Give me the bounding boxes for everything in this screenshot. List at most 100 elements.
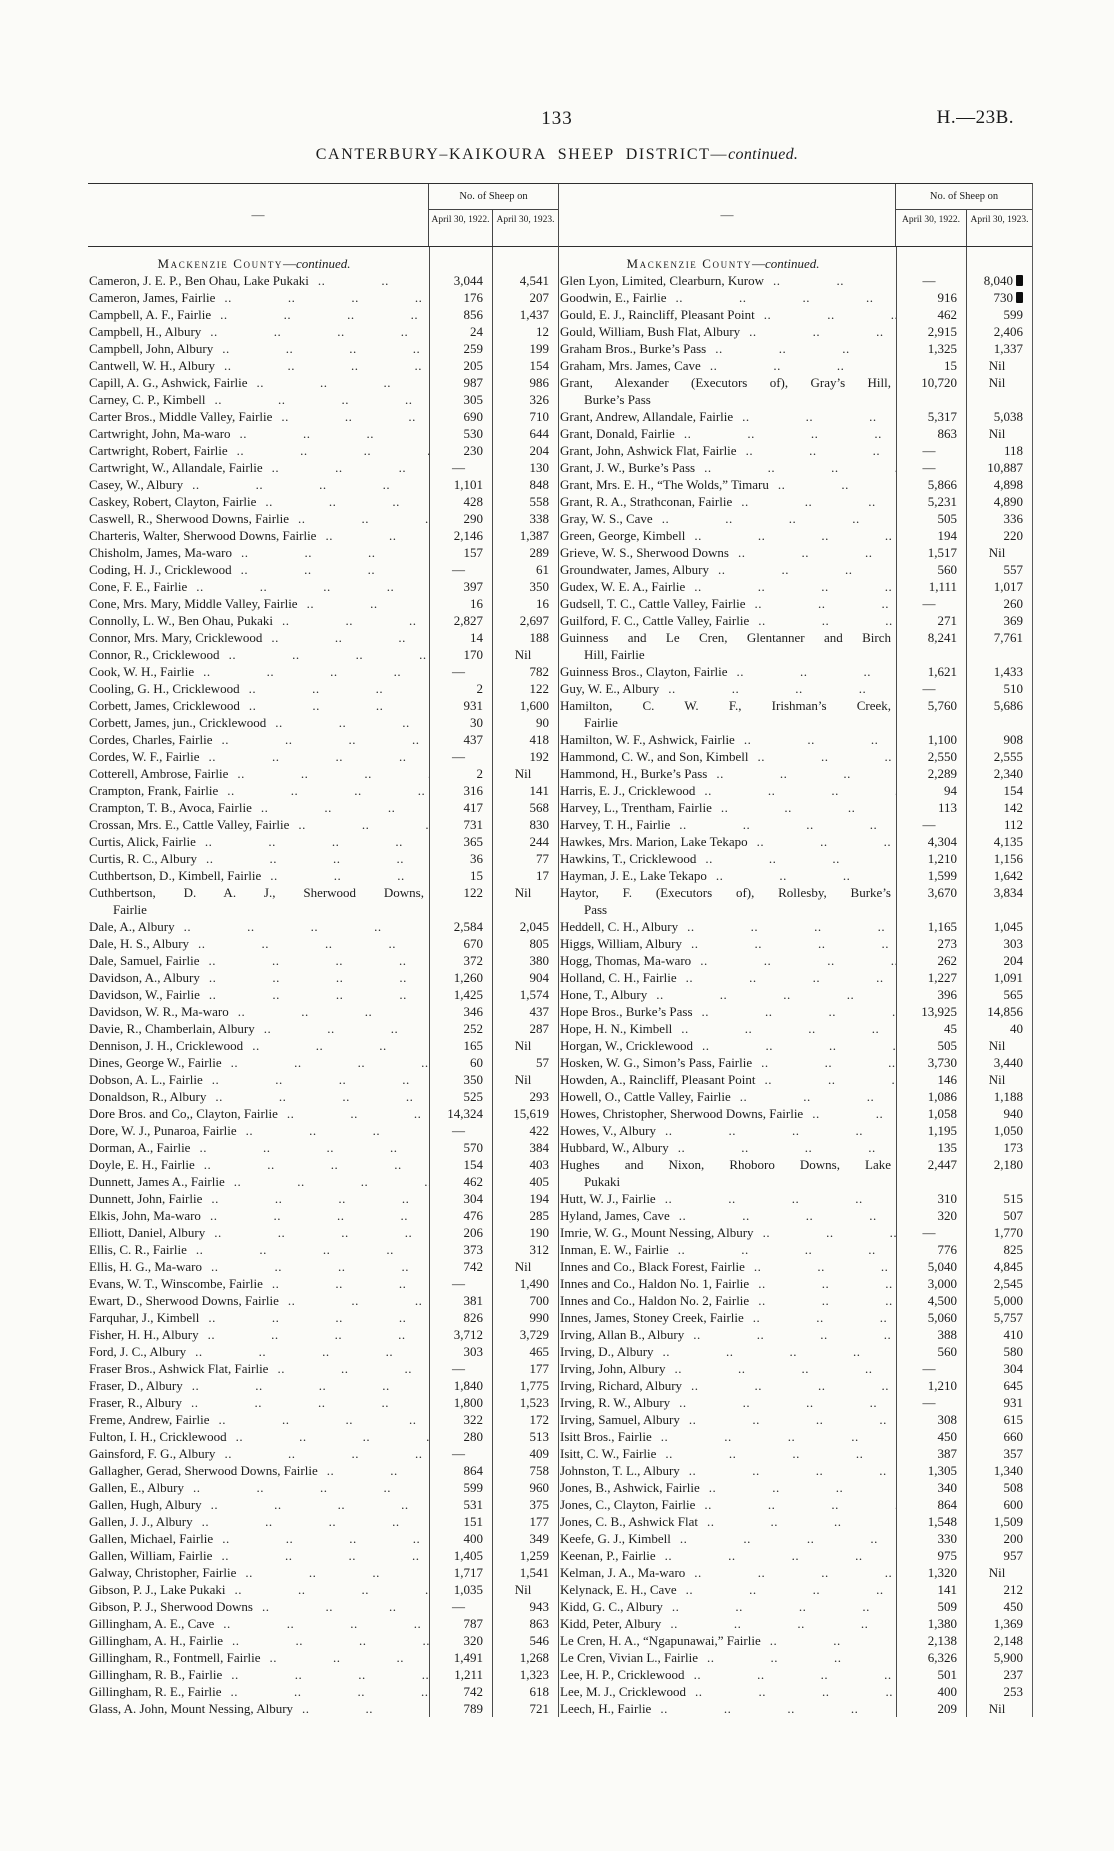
table-row: Hosken, W. G., Simon’s Pass, Fairlie.. .…	[559, 1054, 1032, 1071]
sheep-count-1923: 3,729	[492, 1326, 558, 1343]
table-row: Harvey, L., Trentham, Fairlie.. .. .. ..…	[559, 799, 1032, 816]
owner-name: Hammond, H., Burke’s Pass.. .. .. .. .. …	[559, 765, 896, 782]
sheep-count-1922: 742	[429, 1683, 492, 1700]
table-row: Dorman, A., Fairlie.. .. .. .. .. .. .. …	[88, 1139, 558, 1156]
owner-name: Grant, Alexander (Executors of), Gray’s …	[560, 375, 891, 407]
sheep-count-1923: 405	[492, 1173, 558, 1190]
owner-name: Irving, D., Albury.. .. .. .. .. .. .. .…	[559, 1343, 896, 1360]
table-row: Hawkes, Mrs. Marion, Lake Tekapo.. .. ..…	[559, 833, 1032, 850]
sheep-count-1922: 2,289	[896, 765, 966, 782]
table-row: Evans, W. T., Winscombe, Fairlie.. .. ..…	[88, 1275, 558, 1292]
sheep-count-1923: 618	[492, 1683, 558, 1700]
dot-leader: .. .. .. .. .. .. .. ..	[769, 1633, 896, 1648]
sheep-count-1923: 369	[966, 612, 1032, 629]
dot-leader: .. .. .. .. .. .. .. ..	[671, 1599, 896, 1614]
table-row: Cotterell, Ambrose, Fairlie.. .. .. .. .…	[88, 765, 558, 782]
sheep-count-1922: 176	[429, 289, 492, 306]
table-row: Irving, Richard, Albury.. .. .. .. .. ..…	[559, 1377, 1032, 1394]
dot-leader: .. .. .. .. .. .. .. ..	[694, 579, 896, 594]
dot-leader: .. .. .. .. .. .. .. ..	[665, 1446, 896, 1461]
table-row: Keenan, P., Fairlie.. .. .. .. .. .. .. …	[559, 1547, 1032, 1564]
owner-name: Gillingham, A. H., Fairlie.. .. .. .. ..…	[88, 1632, 429, 1649]
owner-name: Dunnett, James A., Fairlie.. .. .. .. ..…	[89, 1174, 429, 1189]
sheep-count-1923: 558	[492, 493, 558, 510]
dot-leader: .. .. .. .. .. .. .. ..	[688, 1463, 896, 1478]
sheep-count-1922: 1,086	[896, 1088, 966, 1105]
dot-leader: .. .. .. .. .. .. .. ..	[222, 341, 429, 356]
dot-leader: .. .. .. .. .. .. .. ..	[679, 817, 896, 832]
table-row: Jones, B., Ashwick, Fairlie.. .. .. .. .…	[559, 1479, 1032, 1496]
sheep-count-1922: 303	[429, 1343, 492, 1360]
table-row: Gudsell, T. C., Cattle Valley, Fairlie..…	[559, 595, 1032, 612]
table-row: Gibson, P. J., Sherwood Downs.. .. .. ..…	[88, 1598, 558, 1615]
right-table-body: Mackenzie County—continued. Glen Lyon, Li…	[559, 247, 1032, 1717]
sheep-count-1923: 293	[492, 1088, 558, 1105]
sheep-count-1923: 721	[492, 1700, 558, 1717]
table-row: Jones, C., Clayton, Fairlie.. .. .. .. .…	[559, 1496, 1032, 1513]
table-row: Holland, C. H., Fairlie.. .. .. .. .. ..…	[559, 969, 1032, 986]
sheep-count-1923: 580	[966, 1343, 1032, 1360]
sheep-count-1923: 1,050	[966, 1122, 1032, 1139]
sheep-count-1922: 30	[429, 714, 492, 731]
owner-name: Gainsford, F. G., Albury.. .. .. .. .. .…	[88, 1445, 429, 1462]
sheep-count-1922: 5,760	[896, 697, 966, 731]
sheep-count-1923: 931	[966, 1394, 1032, 1411]
owner-name: Guilford, F. C., Cattle Valley, Fairlie.…	[559, 612, 896, 629]
sheep-count-1923: 1,268	[492, 1649, 558, 1666]
table-row: Hamilton, W. F., Ashwick, Fairlie.. .. .…	[559, 731, 1032, 748]
owner-name: Grieve, W. S., Sherwood Downs.. .. .. ..…	[559, 544, 896, 561]
owner-name: Hogg, Thomas, Ma-waro.. .. .. .. .. .. .…	[560, 953, 896, 968]
owner-name: Fulton, I. H., Cricklewood.. .. .. .. ..…	[88, 1428, 429, 1445]
sheep-count-1922: 501	[896, 1666, 966, 1683]
owner-name: Dorman, A., Fairlie.. .. .. .. .. .. .. …	[88, 1139, 429, 1156]
dot-leader: .. .. .. .. .. .. .. ..	[192, 477, 429, 492]
table-row: Chisholm, James, Ma-waro.. .. .. .. .. .…	[88, 544, 558, 561]
table-row: Innes and Co., Haldon No. 1, Fairlie.. .…	[559, 1275, 1032, 1292]
table-row: Gould, William, Bush Flat, Albury.. .. .…	[559, 323, 1032, 340]
owner-name: Innes and Co., Black Forest, Fairlie.. .…	[559, 1258, 896, 1275]
dot-leader: .. .. .. .. .. .. .. ..	[762, 1225, 896, 1240]
table-row: Irving, John, Albury.. .. .. .. .. .. ..…	[559, 1360, 1032, 1377]
sheep-count-1922: 1,227	[896, 969, 966, 986]
table-row: Dennison, J. H., Cricklewood.. .. .. .. …	[88, 1037, 558, 1054]
owner-name: Dunnett, John, Fairlie.. .. .. .. .. .. …	[88, 1190, 429, 1207]
dot-leader: .. .. .. .. .. .. .. ..	[677, 1242, 896, 1257]
table-row: Dale, Samuel, Fairlie.. .. .. .. .. .. .…	[88, 952, 558, 969]
dot-leader: .. .. .. .. .. .. .. ..	[683, 426, 896, 441]
sheep-count-1923: Nil	[966, 1564, 1032, 1581]
owner-name: Carter Bros., Middle Valley, Fairlie.. .…	[88, 408, 429, 425]
dot-leader: .. .. .. .. .. .. .. ..	[195, 1242, 429, 1257]
owner-name: Carney, C. P., Kimbell.. .. .. .. .. .. …	[88, 391, 429, 408]
sheep-count-1923: Nil	[966, 425, 1032, 442]
owner-name: Casey, W., Albury.. .. .. .. .. .. .. ..	[88, 476, 429, 493]
table-row: Ellis, C. R., Fairlie.. .. .. .. .. .. .…	[88, 1241, 558, 1258]
table-row: Davidson, A., Albury.. .. .. .. .. .. ..…	[88, 969, 558, 986]
owner-name: Goodwin, E., Fairlie.. .. .. .. .. .. ..…	[559, 289, 896, 306]
sheep-count-1922: 151	[429, 1513, 492, 1530]
dot-leader: .. .. .. .. .. .. .. ..	[277, 1361, 429, 1376]
table-row: Ellis, H. G., Ma-waro.. .. .. .. .. .. .…	[88, 1258, 558, 1275]
sheep-count-1922: 322	[429, 1411, 492, 1428]
dot-leader: .. .. .. .. .. .. .. ..	[221, 732, 429, 747]
sheep-count-1923: 357	[966, 1445, 1032, 1462]
table-row: Capill, A. G., Ashwick, Fairlie.. .. .. …	[88, 374, 558, 391]
sheep-count-1923: 1,574	[492, 986, 558, 1003]
sheep-count-1923: 645	[966, 1377, 1032, 1394]
owner-name: Dale, Samuel, Fairlie.. .. .. .. .. .. .…	[88, 952, 429, 969]
sheep-count-header-group: No. of Sheep on April 30, 1922. April 30…	[895, 184, 1032, 246]
sheep-count-1922: 1,101	[429, 476, 492, 493]
sheep-count-1922: 1,325	[896, 340, 966, 357]
table-row: Hammond, H., Burke’s Pass.. .. .. .. .. …	[559, 765, 1032, 782]
table-row: Cameron, James, Fairlie.. .. .. .. .. ..…	[88, 289, 558, 306]
sheep-count-1922: 205	[429, 357, 492, 374]
table-row: Higgs, William, Albury.. .. .. .. .. .. …	[559, 935, 1032, 952]
table-row: Hone, T., Albury.. .. .. .. .. .. .. .. …	[559, 986, 1032, 1003]
sheep-count-1922: 310	[896, 1190, 966, 1207]
table-row: Gallen, William, Fairlie.. .. .. .. .. .…	[88, 1547, 558, 1564]
owner-name: Cordes, Charles, Fairlie.. .. .. .. .. .…	[88, 731, 429, 748]
sheep-count-1922: 1,035	[429, 1581, 492, 1598]
sheep-count-1923: 565	[966, 986, 1032, 1003]
owner-name: Jones, B., Ashwick, Fairlie.. .. .. .. .…	[559, 1479, 896, 1496]
table-row: Grant, John, Ashwick Flat, Fairlie.. .. …	[559, 442, 1032, 459]
table-row: Harris, E. J., Cricklewood.. .. .. .. ..…	[559, 782, 1032, 799]
